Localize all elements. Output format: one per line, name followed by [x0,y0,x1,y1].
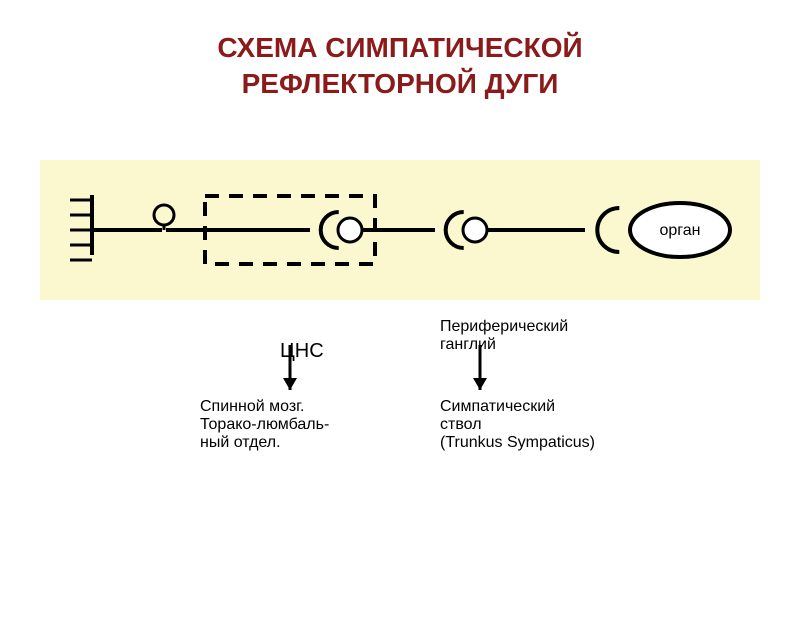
label-sympathetic-trunk: Симпатический ствол (Trunkus Sympaticus) [440,398,595,452]
diagram-canvas: орган [40,160,760,300]
label-spinal-cord: Спинной мозг. Торако-люмбаль- ный отдел. [200,398,329,452]
title-line1: СХЕМА СИМПАТИЧЕСКОЙ [217,32,582,63]
title-line2: РЕФЛЕКТОРНОЙ ДУГИ [242,68,559,99]
diagram-title: СХЕМА СИМПАТИЧЕСКОЙ РЕФЛЕКТОРНОЙ ДУГИ [0,30,800,103]
label-cns: ЦНС [280,340,324,363]
svg-text:орган: орган [659,222,700,239]
label-peripheral-ganglion: Периферический ганглий [440,318,568,354]
